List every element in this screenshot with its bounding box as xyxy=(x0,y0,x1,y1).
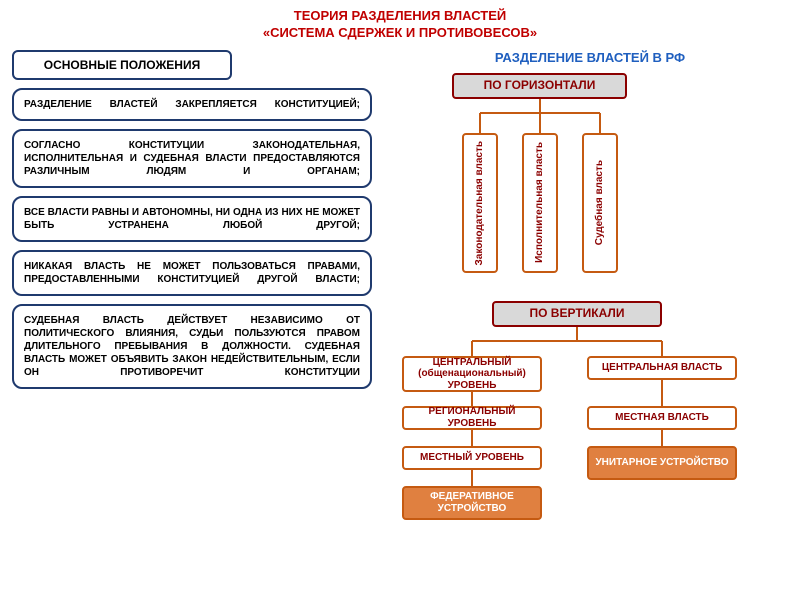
main-layout: ОСНОВНЫЕ ПОЛОЖЕНИЯ РАЗДЕЛЕНИЕ ВЛАСТЕЙ ЗА… xyxy=(0,42,800,561)
horiz-branch-2: Исполнительная власть xyxy=(522,133,558,273)
vert-right-2: МЕСТНАЯ ВЛАСТЬ xyxy=(587,406,737,430)
horiz-root: ПО ГОРИЗОНТАЛИ xyxy=(452,73,627,99)
right-title: РАЗДЕЛЕНИЕ ВЛАСТЕЙ В РФ xyxy=(392,50,788,65)
vert-left-3: МЕСТНЫЙ УРОВЕНЬ xyxy=(402,446,542,470)
vert-right-3: УНИТАРНОЕ УСТРОЙСТВО xyxy=(587,446,737,480)
vert-left-2: РЕГИОНАЛЬНЫЙ УРОВЕНЬ xyxy=(402,406,542,430)
provision-2: СОГЛАСНО КОНСТИТУЦИИ ЗАКОНОДАТЕЛЬНАЯ, ИС… xyxy=(12,129,372,188)
vert-left-1: ЦЕНТРАЛЬНЫЙ (общенациональный) УРОВЕНЬ xyxy=(402,356,542,392)
vert-root: ПО ВЕРТИКАЛИ xyxy=(492,301,662,327)
provisions-heading: ОСНОВНЫЕ ПОЛОЖЕНИЯ xyxy=(12,50,232,80)
horiz-branch-1: Законодательная власть xyxy=(462,133,498,273)
vertical-diagram: ПО ВЕРТИКАЛИ ЦЕНТРАЛЬНЫЙ (общенациональны… xyxy=(392,301,772,561)
provision-3: ВСЕ ВЛАСТИ РАВНЫ И АВТОНОМНЫ, НИ ОДНА ИЗ… xyxy=(12,196,372,242)
provision-4: НИКАКАЯ ВЛАСТЬ НЕ МОЖЕТ ПОЛЬЗОВАТЬСЯ ПРА… xyxy=(12,250,372,296)
title-line-1: ТЕОРИЯ РАЗДЕЛЕНИЯ ВЛАСТЕЙ xyxy=(0,8,800,25)
provision-5: СУДЕБНАЯ ВЛАСТЬ ДЕЙСТВУЕТ НЕЗАВИСИМО ОТ … xyxy=(12,304,372,389)
title-line-2: «СИСТЕМА СДЕРЖЕК И ПРОТИВОВЕСОВ» xyxy=(0,25,800,42)
main-title: ТЕОРИЯ РАЗДЕЛЕНИЯ ВЛАСТЕЙ «СИСТЕМА СДЕРЖ… xyxy=(0,0,800,42)
horiz-branch-3: Судебная власть xyxy=(582,133,618,273)
vert-left-4: ФЕДЕРАТИВНОЕ УСТРОЙСТВО xyxy=(402,486,542,520)
vert-right-1: ЦЕНТРАЛЬНАЯ ВЛАСТЬ xyxy=(587,356,737,380)
provision-1: РАЗДЕЛЕНИЕ ВЛАСТЕЙ ЗАКРЕПЛЯЕТСЯ КОНСТИТУ… xyxy=(12,88,372,121)
right-column: РАЗДЕЛЕНИЕ ВЛАСТЕЙ В РФ ПО ГОРИЗОНТАЛИ За… xyxy=(392,50,788,561)
horizontal-diagram: ПО ГОРИЗОНТАЛИ Законодательная власть Испо… xyxy=(392,73,772,283)
left-column: ОСНОВНЫЕ ПОЛОЖЕНИЯ РАЗДЕЛЕНИЕ ВЛАСТЕЙ ЗА… xyxy=(12,50,372,561)
provisions-list: РАЗДЕЛЕНИЕ ВЛАСТЕЙ ЗАКРЕПЛЯЕТСЯ КОНСТИТУ… xyxy=(12,88,372,389)
